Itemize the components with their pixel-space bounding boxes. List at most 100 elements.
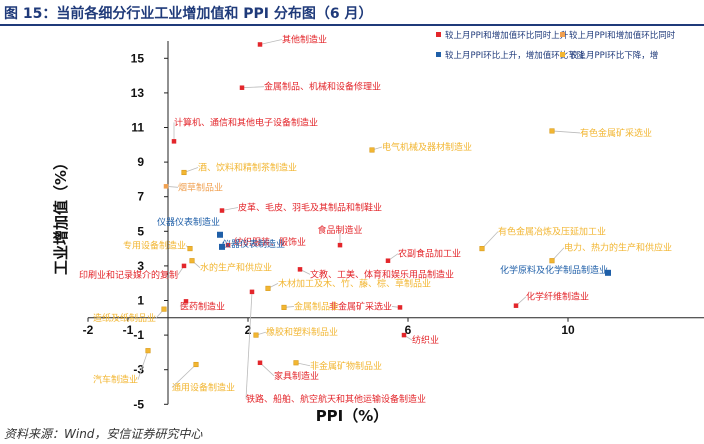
point-label: 水的生产和供应业 bbox=[200, 262, 272, 274]
data-point bbox=[163, 184, 169, 189]
y-tick-label: -1 bbox=[133, 328, 144, 342]
point-label: 电气机械及器材制造业 bbox=[382, 141, 472, 153]
data-point bbox=[549, 258, 555, 264]
legend-swatch bbox=[560, 52, 565, 57]
point-label: 纺织业 bbox=[412, 334, 439, 346]
y-tick-label: 13 bbox=[131, 86, 145, 100]
data-point bbox=[219, 208, 225, 213]
legend-swatch bbox=[560, 32, 565, 37]
legend-entry: 较上月PPI和增加值环比同时 bbox=[569, 30, 676, 41]
point-label: 纺织服装、服饰业 bbox=[234, 236, 306, 248]
leader-line bbox=[241, 86, 265, 89]
y-tick-label: 9 bbox=[137, 155, 144, 169]
point-label: 食品制造业 bbox=[317, 224, 362, 236]
point-label: 计算机、通信和其他电子设备制造业 bbox=[174, 116, 318, 128]
point-label: 其他制造业 bbox=[282, 33, 327, 45]
data-point bbox=[181, 263, 187, 269]
data-point bbox=[257, 42, 263, 47]
legend-entry: 较上月PPI环比下降，增 bbox=[569, 50, 658, 61]
data-point bbox=[397, 305, 403, 310]
y-tick-label: 7 bbox=[137, 190, 144, 204]
data-point bbox=[265, 285, 271, 291]
data-point bbox=[145, 348, 151, 354]
legend-swatch bbox=[436, 52, 441, 57]
point-label: 酒、饮料和精制茶制造业 bbox=[198, 161, 297, 173]
leader-line bbox=[259, 39, 283, 45]
point-label: 仪器仪表制造业 bbox=[157, 216, 220, 228]
data-point bbox=[337, 242, 343, 248]
x-tick-label: 2 bbox=[245, 323, 252, 337]
point-label: 印刷业和记录媒介的复制 bbox=[79, 269, 178, 281]
y-tick-label: 3 bbox=[137, 259, 144, 273]
title-rule bbox=[0, 24, 704, 26]
data-point bbox=[171, 139, 177, 144]
data-point bbox=[219, 243, 225, 250]
data-point bbox=[549, 128, 555, 134]
point-label: 医药制造业 bbox=[180, 300, 225, 312]
data-point bbox=[281, 304, 287, 310]
point-label: 专用设备制造业 bbox=[123, 240, 186, 252]
leader-line bbox=[221, 207, 239, 211]
data-point bbox=[181, 169, 187, 176]
data-point bbox=[605, 269, 611, 276]
point-label: 化学原料及化学制品制造业 bbox=[500, 264, 608, 276]
point-label: 皮革、毛皮、羽毛及其制品和制鞋业 bbox=[238, 202, 382, 214]
data-point bbox=[249, 289, 255, 295]
chart-title: 图 15：当前各细分行业工业增加值和 PPI 分布图（6 月） bbox=[4, 6, 373, 22]
leader-line bbox=[137, 350, 149, 380]
point-label: 非金属矿物制品业 bbox=[310, 360, 382, 372]
y-tick-label: 15 bbox=[131, 51, 145, 65]
point-label: 木材加工及木、竹、藤、棕、草制品业 bbox=[278, 277, 431, 289]
point-label: 化学纤维制造业 bbox=[526, 291, 589, 303]
data-point bbox=[187, 246, 193, 252]
point-label: 家具制造业 bbox=[274, 370, 319, 382]
point-label: 烟草制品业 bbox=[178, 181, 223, 193]
y-tick-label: 5 bbox=[137, 224, 144, 238]
point-label: 农副食品加工业 bbox=[398, 248, 461, 260]
data-point bbox=[369, 147, 375, 153]
y-tick-label: 1 bbox=[137, 294, 144, 308]
data-point bbox=[401, 332, 407, 338]
point-label: 有色金属矿采选业 bbox=[580, 127, 652, 139]
data-point bbox=[297, 267, 303, 272]
point-label: 文教、工美、体育和娱乐用品制造业 bbox=[310, 268, 454, 280]
point-label: 铁路、船舶、航空航天和其他运输设备制造业 bbox=[246, 393, 426, 405]
point-label: 橡胶和塑料制品业 bbox=[266, 326, 338, 338]
data-point bbox=[479, 246, 485, 252]
x-axis-title: PPI（%） bbox=[316, 407, 389, 425]
point-label: 非金属矿采选业 bbox=[329, 300, 392, 312]
data-point bbox=[225, 242, 231, 248]
leader-line bbox=[481, 231, 499, 249]
source-note: 资料来源：Wind，安信证券研究中心 bbox=[4, 427, 203, 441]
leader-line bbox=[171, 364, 197, 388]
point-label: 有色金属冶炼及压延加工业 bbox=[498, 226, 606, 238]
x-tick-label: 6 bbox=[405, 323, 412, 337]
leader-line bbox=[551, 130, 581, 134]
data-point bbox=[253, 332, 259, 338]
data-point bbox=[189, 258, 195, 264]
point-label: 金属制品、机械和设备修理业 bbox=[264, 81, 381, 93]
legend-entry: 较上月PPI和增加值环比同时上升 bbox=[445, 30, 569, 41]
y-axis-title: 工业增加值（%） bbox=[52, 155, 70, 275]
leader-line bbox=[259, 362, 275, 377]
y-tick-label: -3 bbox=[133, 363, 144, 377]
point-label: 造纸及纸制品业 bbox=[93, 312, 156, 324]
data-point bbox=[239, 85, 245, 90]
data-point bbox=[161, 306, 167, 312]
data-point bbox=[193, 361, 199, 368]
x-tick-label: -2 bbox=[83, 323, 94, 337]
data-point bbox=[183, 299, 189, 304]
data-point bbox=[217, 231, 223, 238]
point-label: 金属制品业 bbox=[294, 300, 339, 312]
data-point bbox=[385, 258, 391, 263]
x-tick-label: 10 bbox=[561, 323, 575, 337]
point-label: 仪器仪表制造业 bbox=[222, 238, 285, 250]
data-point bbox=[513, 303, 519, 308]
point-label: 电力、热力的生产和供应业 bbox=[564, 242, 672, 254]
y-tick-label: 11 bbox=[131, 121, 144, 135]
legend-swatch bbox=[436, 32, 441, 37]
point-label: 通用设备制造业 bbox=[172, 382, 235, 394]
legend-entry: 较上月PPI环比上升，增加值环比下降 bbox=[445, 50, 586, 61]
data-point bbox=[257, 360, 263, 366]
